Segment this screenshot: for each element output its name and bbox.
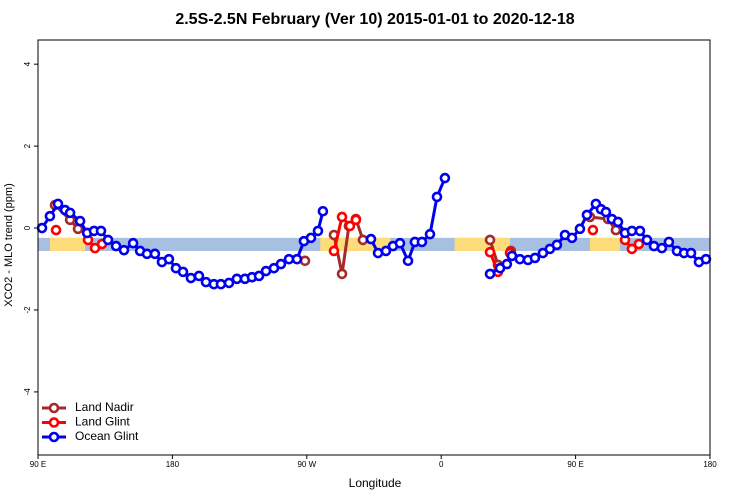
point (663, 236, 675, 248)
legend-label: Ocean Glint (75, 429, 139, 443)
point (394, 237, 406, 249)
point (685, 247, 697, 259)
point (380, 245, 392, 257)
point (581, 209, 593, 221)
point (74, 215, 86, 227)
point (529, 252, 541, 264)
point (612, 216, 624, 228)
x-tick-label: 0 (439, 460, 444, 469)
point (215, 278, 227, 290)
point (365, 233, 377, 245)
y-tick-label: 2 (23, 143, 32, 148)
point (163, 253, 175, 265)
point (223, 277, 235, 289)
land-band (454, 237, 510, 251)
point (291, 253, 303, 265)
x-tick-label: 180 (166, 460, 180, 469)
point (253, 270, 265, 282)
point (424, 228, 436, 240)
x-tick-label: 90 E (567, 460, 583, 469)
point (574, 223, 586, 235)
point (275, 258, 287, 270)
point (700, 253, 712, 265)
point (484, 246, 496, 258)
y-tick-label: -4 (23, 388, 32, 396)
point (36, 222, 48, 234)
y-tick-label: -2 (23, 306, 32, 314)
point (299, 255, 311, 267)
legend-marker (48, 402, 60, 414)
point (110, 240, 122, 252)
point (484, 234, 496, 246)
point (431, 191, 443, 203)
point (402, 255, 414, 267)
point (312, 225, 324, 237)
x-tick-label: 180 (703, 460, 717, 469)
point (127, 237, 139, 249)
chart-title: 2.5S-2.5N February (Ver 10) 2015-01-01 t… (175, 11, 574, 28)
point (177, 266, 189, 278)
x-tick-label: 90 W (297, 460, 316, 469)
point (514, 253, 526, 265)
point (633, 238, 645, 250)
point (501, 258, 513, 270)
point (52, 198, 64, 210)
x-tick-label: 90 E (30, 460, 46, 469)
point (344, 220, 356, 232)
land-band (589, 237, 620, 251)
legend-label: Land Glint (75, 415, 130, 429)
point (95, 225, 107, 237)
y-tick-label: 4 (23, 61, 32, 66)
legend-marker (48, 431, 60, 443)
point (336, 211, 348, 223)
point (600, 206, 612, 218)
point (44, 210, 56, 222)
plot-frame (37, 39, 711, 456)
land-band (49, 237, 86, 251)
point (149, 248, 161, 260)
point (336, 268, 348, 280)
point (587, 224, 599, 236)
point (610, 224, 622, 236)
point (551, 239, 563, 251)
legend-label: Land Nadir (75, 400, 134, 414)
point (656, 242, 668, 254)
x-axis-label: Longitude (349, 476, 402, 490)
point (484, 268, 496, 280)
point (641, 234, 653, 246)
point (193, 270, 205, 282)
point (350, 214, 362, 226)
point (50, 224, 62, 236)
point (328, 245, 340, 257)
point (357, 234, 369, 246)
point (185, 272, 197, 284)
y-tick-label: 0 (23, 225, 32, 230)
legend-marker (48, 417, 60, 428)
point (305, 232, 317, 244)
point (566, 232, 578, 244)
point (102, 234, 114, 246)
point (317, 205, 329, 217)
point (416, 236, 428, 248)
point (626, 243, 638, 255)
point (439, 172, 451, 184)
y-axis-label: XCO2 - MLO trend (ppm) (3, 183, 15, 306)
point (118, 244, 130, 256)
point (634, 225, 646, 237)
point (64, 207, 76, 219)
